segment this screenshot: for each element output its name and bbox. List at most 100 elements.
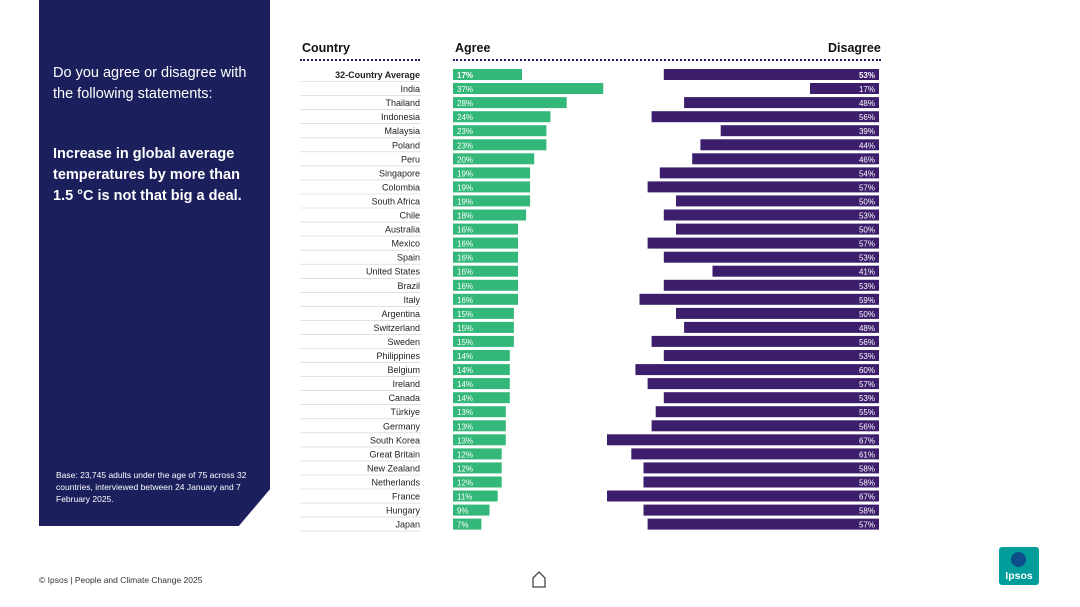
ipsos-logo: Ipsos xyxy=(999,547,1039,585)
agree-label: 14% xyxy=(457,352,473,361)
agree-label: 14% xyxy=(457,380,473,389)
disagree-bar xyxy=(684,321,879,333)
agree-bar xyxy=(453,420,506,432)
country-label: Thailand xyxy=(385,98,420,108)
disagree-bar xyxy=(720,125,879,137)
agree-bar xyxy=(453,434,506,446)
disagree-label: 41% xyxy=(859,268,875,277)
disagree-bar xyxy=(607,490,879,502)
logo-text: Ipsos xyxy=(1005,570,1033,582)
country-label: Great Britain xyxy=(369,449,420,459)
agree-label: 12% xyxy=(457,464,473,473)
disagree-bar xyxy=(647,518,879,530)
disagree-bar xyxy=(647,237,879,249)
disagree-label: 46% xyxy=(859,155,875,164)
disagree-bar xyxy=(663,69,879,80)
agree-label: 13% xyxy=(457,422,473,431)
disagree-bar xyxy=(643,462,879,474)
agree-label: 14% xyxy=(457,394,473,403)
disagree-bar xyxy=(663,279,879,291)
disagree-label: 44% xyxy=(859,141,875,150)
country-label: Australia xyxy=(385,225,420,235)
country-label: Sweden xyxy=(387,337,420,347)
agree-label: 37% xyxy=(457,85,473,94)
footer-text: © Ipsos | People and Climate Change 2025 xyxy=(39,575,203,585)
country-label: France xyxy=(392,492,420,502)
disagree-label: 58% xyxy=(859,464,875,473)
agree-label: 23% xyxy=(457,127,473,136)
agree-bar xyxy=(453,195,531,207)
agree-label: 16% xyxy=(457,226,473,235)
disagree-bar xyxy=(651,420,879,432)
disagree-label: 54% xyxy=(859,169,875,178)
disagree-bar xyxy=(663,392,879,404)
country-label: Peru xyxy=(401,154,420,164)
disagree-bar xyxy=(676,195,879,207)
country-label: Canada xyxy=(388,393,420,403)
agree-bar xyxy=(453,476,502,488)
disagree-label: 50% xyxy=(859,226,875,235)
agree-bar xyxy=(453,251,518,263)
disagree-bar xyxy=(676,307,879,319)
disagree-label: 61% xyxy=(859,450,875,459)
disagree-bar xyxy=(643,504,879,516)
agree-header: Agree xyxy=(455,41,491,55)
country-label: Spain xyxy=(397,253,420,263)
agree-bar xyxy=(453,139,547,151)
disagree-label: 17% xyxy=(859,85,875,94)
country-label: India xyxy=(400,84,420,94)
disagree-label: 58% xyxy=(859,479,875,488)
agree-label: 16% xyxy=(457,254,473,263)
country-label: Brazil xyxy=(397,281,420,291)
agree-bar xyxy=(453,167,531,179)
agree-bar xyxy=(453,125,547,137)
agree-bar xyxy=(453,364,510,376)
country-label: Türkiye xyxy=(390,407,420,417)
agree-label: 14% xyxy=(457,366,473,375)
country-label: Poland xyxy=(392,140,420,150)
country-label: 32-Country Average xyxy=(335,70,420,80)
agree-label: 16% xyxy=(457,282,473,291)
country-label: Mexico xyxy=(391,239,420,249)
country-label: Argentina xyxy=(381,309,420,319)
agree-label: 17% xyxy=(457,71,473,80)
disagree-label: 58% xyxy=(859,507,875,516)
agree-label: 15% xyxy=(457,338,473,347)
agree-label: 11% xyxy=(457,493,472,502)
disagree-bar xyxy=(643,476,879,488)
country-label: Hungary xyxy=(386,506,421,516)
logo-mark-icon xyxy=(1011,552,1026,567)
country-label: Japan xyxy=(395,520,420,530)
agree-label: 28% xyxy=(457,99,473,108)
agree-label: 19% xyxy=(457,183,473,192)
agree-label: 16% xyxy=(457,240,473,249)
country-label: Switzerland xyxy=(373,323,420,333)
disagree-label: 59% xyxy=(859,296,875,305)
disagree-bar xyxy=(663,251,879,263)
disagree-bar xyxy=(639,293,879,305)
disagree-bar xyxy=(659,167,879,179)
agree-bar xyxy=(453,69,522,80)
agree-bar xyxy=(453,111,551,123)
agree-bar xyxy=(453,223,518,235)
disagree-label: 60% xyxy=(859,366,875,375)
home-icon[interactable] xyxy=(531,570,547,588)
country-label: Chile xyxy=(399,211,420,221)
disagree-label: 67% xyxy=(859,493,875,502)
agree-bar xyxy=(453,97,567,109)
disagree-label: 50% xyxy=(859,197,875,206)
disagree-label: 57% xyxy=(859,240,875,249)
disagree-bar xyxy=(684,97,879,109)
disagree-label: 56% xyxy=(859,113,875,122)
agree-label: 15% xyxy=(457,310,473,319)
disagree-bar xyxy=(655,406,879,418)
country-header-rule xyxy=(300,59,420,61)
agree-bar xyxy=(453,335,514,347)
agree-label: 19% xyxy=(457,169,473,178)
agree-bar xyxy=(453,378,510,390)
agree-bar xyxy=(453,237,518,249)
disagree-label: 53% xyxy=(859,352,875,361)
agree-label: 16% xyxy=(457,296,473,305)
country-label: Germany xyxy=(383,421,421,431)
agree-bar xyxy=(453,448,502,460)
